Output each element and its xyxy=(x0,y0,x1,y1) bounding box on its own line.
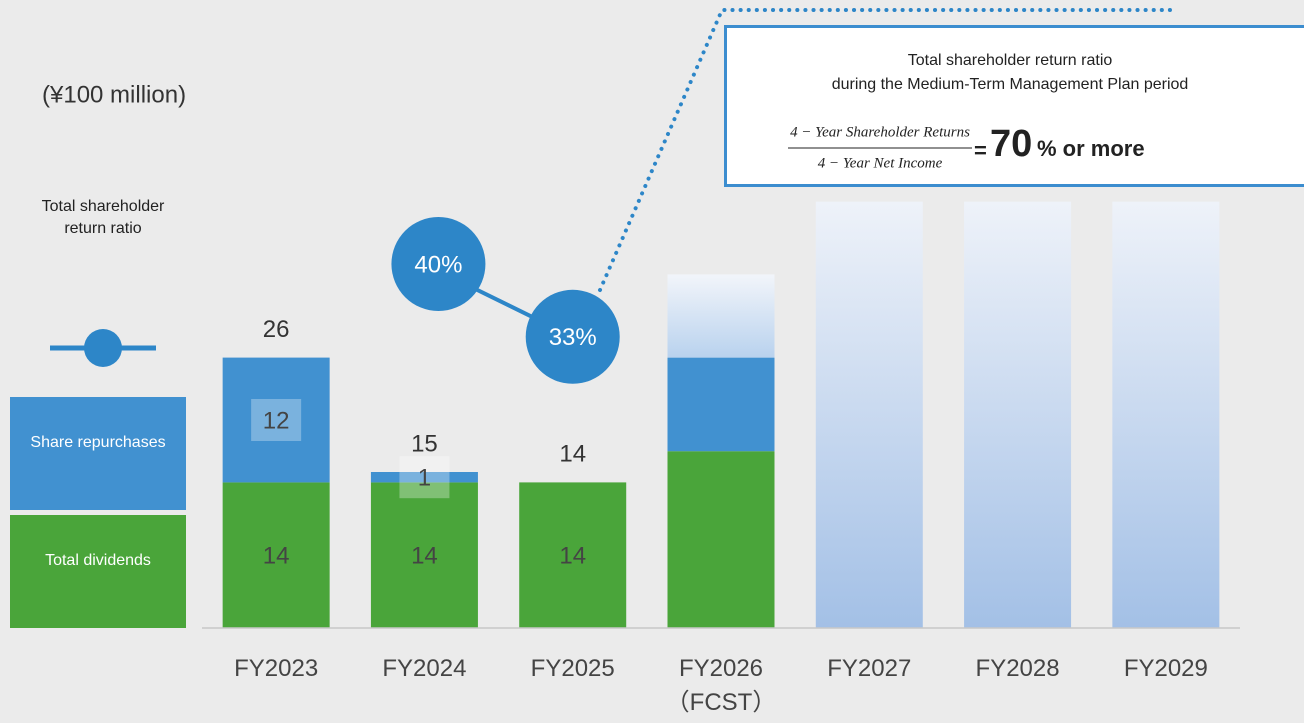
x-tick-label: FY2023 xyxy=(234,655,319,682)
segment-label: 1 xyxy=(418,465,431,492)
ratio-label: 40% xyxy=(414,251,462,278)
legend-label: Share repurchases xyxy=(30,433,166,451)
ratio-marker xyxy=(525,289,620,384)
x-tick-label: FY2024 xyxy=(382,655,467,682)
callout-title: during the Medium-Term Management Plan p… xyxy=(832,76,1189,93)
formula-numerator: 4 − Year Shareholder Returns xyxy=(790,124,970,140)
legend-label: Total shareholder return ratio xyxy=(41,198,165,237)
bar-segment xyxy=(667,451,775,628)
callout-title: Total shareholder return ratio xyxy=(908,52,1113,69)
segment-label: 12 xyxy=(263,407,290,434)
ratio-label: 33% xyxy=(549,324,597,351)
label-backdrop xyxy=(251,399,302,441)
formula-equals: = xyxy=(974,138,987,163)
formula-target: 70 xyxy=(990,123,1032,165)
bar-segment xyxy=(519,482,627,628)
legend-swatch xyxy=(10,397,186,510)
projection-bar xyxy=(964,201,1072,628)
total-label: 14 xyxy=(559,441,586,468)
formula-denominator: 4 − Year Net Income xyxy=(818,155,943,171)
bar-segment xyxy=(667,357,775,452)
bar-segment xyxy=(222,482,330,628)
x-tick-label: FY2029 xyxy=(1123,655,1208,682)
x-tick-label: FY2028 xyxy=(975,655,1060,682)
bar-segment xyxy=(222,357,330,483)
x-tick-label: FY2025 xyxy=(530,655,615,682)
segment-label: 14 xyxy=(263,543,290,570)
legend-marker xyxy=(84,329,122,367)
segment-label: 14 xyxy=(559,543,586,570)
ratio-marker xyxy=(391,217,486,311)
segment-label: 14 xyxy=(411,543,438,570)
bar-segment xyxy=(370,472,478,483)
bar-segment xyxy=(370,482,478,628)
total-label: 15 xyxy=(411,430,438,457)
label-backdrop xyxy=(399,456,450,499)
callout-box xyxy=(724,25,1304,187)
projection-bar xyxy=(1112,201,1220,628)
projection-bar xyxy=(667,274,775,358)
legend-swatch xyxy=(10,515,186,628)
legend-label: Total dividends xyxy=(45,551,151,569)
unit-label: (¥100 million) xyxy=(42,81,186,108)
projection-bar xyxy=(815,201,923,628)
formula-suffix: % or more xyxy=(1037,136,1145,161)
x-tick-label: FY2027 xyxy=(827,655,912,682)
total-label: 26 xyxy=(263,316,290,343)
x-tick-label: FY2026 （FCST） xyxy=(665,655,777,716)
